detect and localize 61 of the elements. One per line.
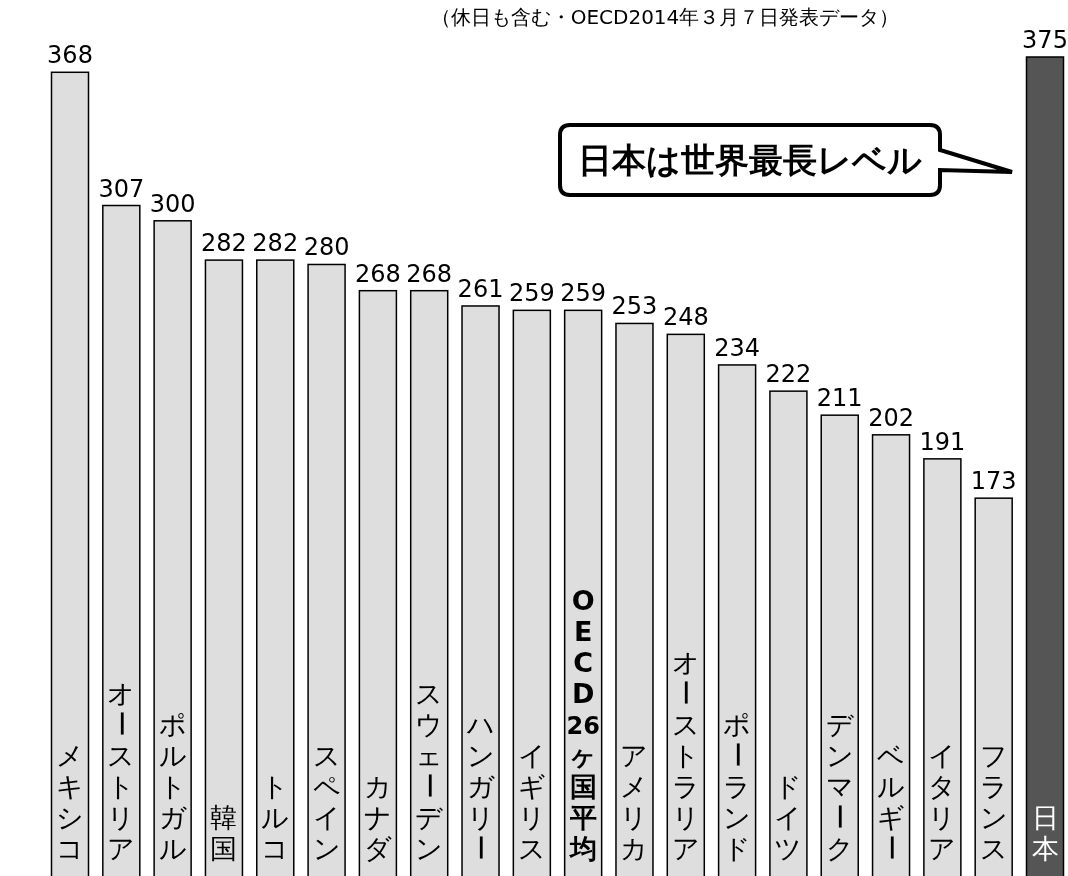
x-tick-label: 日本 xyxy=(1031,802,1059,864)
data-label: 211 xyxy=(816,384,863,413)
data-label: 368 xyxy=(47,41,93,70)
data-label: 191 xyxy=(919,427,966,456)
bar xyxy=(256,259,295,876)
x-tick-label: スウェーデン xyxy=(413,678,445,864)
bar xyxy=(102,204,141,876)
x-tick-label: 韓国 xyxy=(210,802,238,864)
bar xyxy=(153,220,192,876)
x-tick-label: ポーランド xyxy=(721,709,753,864)
x-tick-label: アメリカ xyxy=(620,740,649,864)
data-label: 268 xyxy=(354,259,401,288)
x-tick-label: ハンガリー xyxy=(465,709,497,861)
x-tick-label: ベルギー xyxy=(875,740,907,861)
data-label: 268 xyxy=(406,259,453,288)
data-label: 261 xyxy=(457,274,504,303)
bar xyxy=(204,259,244,876)
x-tick-label: カナダ xyxy=(363,771,392,864)
data-label: 282 xyxy=(252,229,299,258)
data-label: 222 xyxy=(765,360,812,389)
data-label: 300 xyxy=(149,189,196,218)
category-label: OECD26ヶ国平均 xyxy=(566,585,600,864)
x-tick-label: オーストリア xyxy=(105,678,137,864)
data-label: 259 xyxy=(508,279,555,308)
bar xyxy=(615,322,654,876)
bar xyxy=(820,414,859,876)
bar xyxy=(717,364,757,876)
data-label: 202 xyxy=(868,403,914,432)
chart-subtitle: （休日も含む・OECD2014年３月７日発表データ） xyxy=(430,5,900,29)
bar xyxy=(307,263,346,876)
bar xyxy=(1025,56,1065,876)
x-tick-label: ポルトガル xyxy=(158,709,187,864)
annotation: 日本は世界最長レベル xyxy=(578,140,922,180)
data-label: 173 xyxy=(970,467,1017,496)
data-label: 375 xyxy=(1022,26,1068,54)
x-tick-label: スペイン xyxy=(312,740,341,864)
bar xyxy=(358,289,398,876)
x-tick-label: トルコ xyxy=(261,771,290,864)
x-tick-label: フランス xyxy=(979,740,1008,864)
bar xyxy=(409,289,449,876)
bar xyxy=(871,434,911,876)
x-tick-label: オーストラリア xyxy=(670,647,702,864)
bar xyxy=(923,458,962,876)
data-label: 282 xyxy=(201,229,247,258)
data-label: 253 xyxy=(611,292,658,321)
x-tick-label: イタリア xyxy=(928,740,957,864)
bar xyxy=(974,497,1013,876)
data-label: 280 xyxy=(303,233,350,262)
data-label: 234 xyxy=(714,333,761,362)
x-tick-label: デンマーク xyxy=(824,709,856,864)
bar xyxy=(461,305,500,876)
data-label: 307 xyxy=(98,174,145,203)
bar xyxy=(769,390,808,876)
bar xyxy=(666,333,706,876)
bar xyxy=(50,71,90,876)
x-tick-label: メキシコ xyxy=(56,740,84,864)
x-tick-label: ドイツ xyxy=(774,771,803,864)
bar xyxy=(512,309,552,876)
data-label: 259 xyxy=(560,279,607,308)
x-tick-label: イギリス xyxy=(517,740,546,864)
data-label: 248 xyxy=(662,303,709,332)
